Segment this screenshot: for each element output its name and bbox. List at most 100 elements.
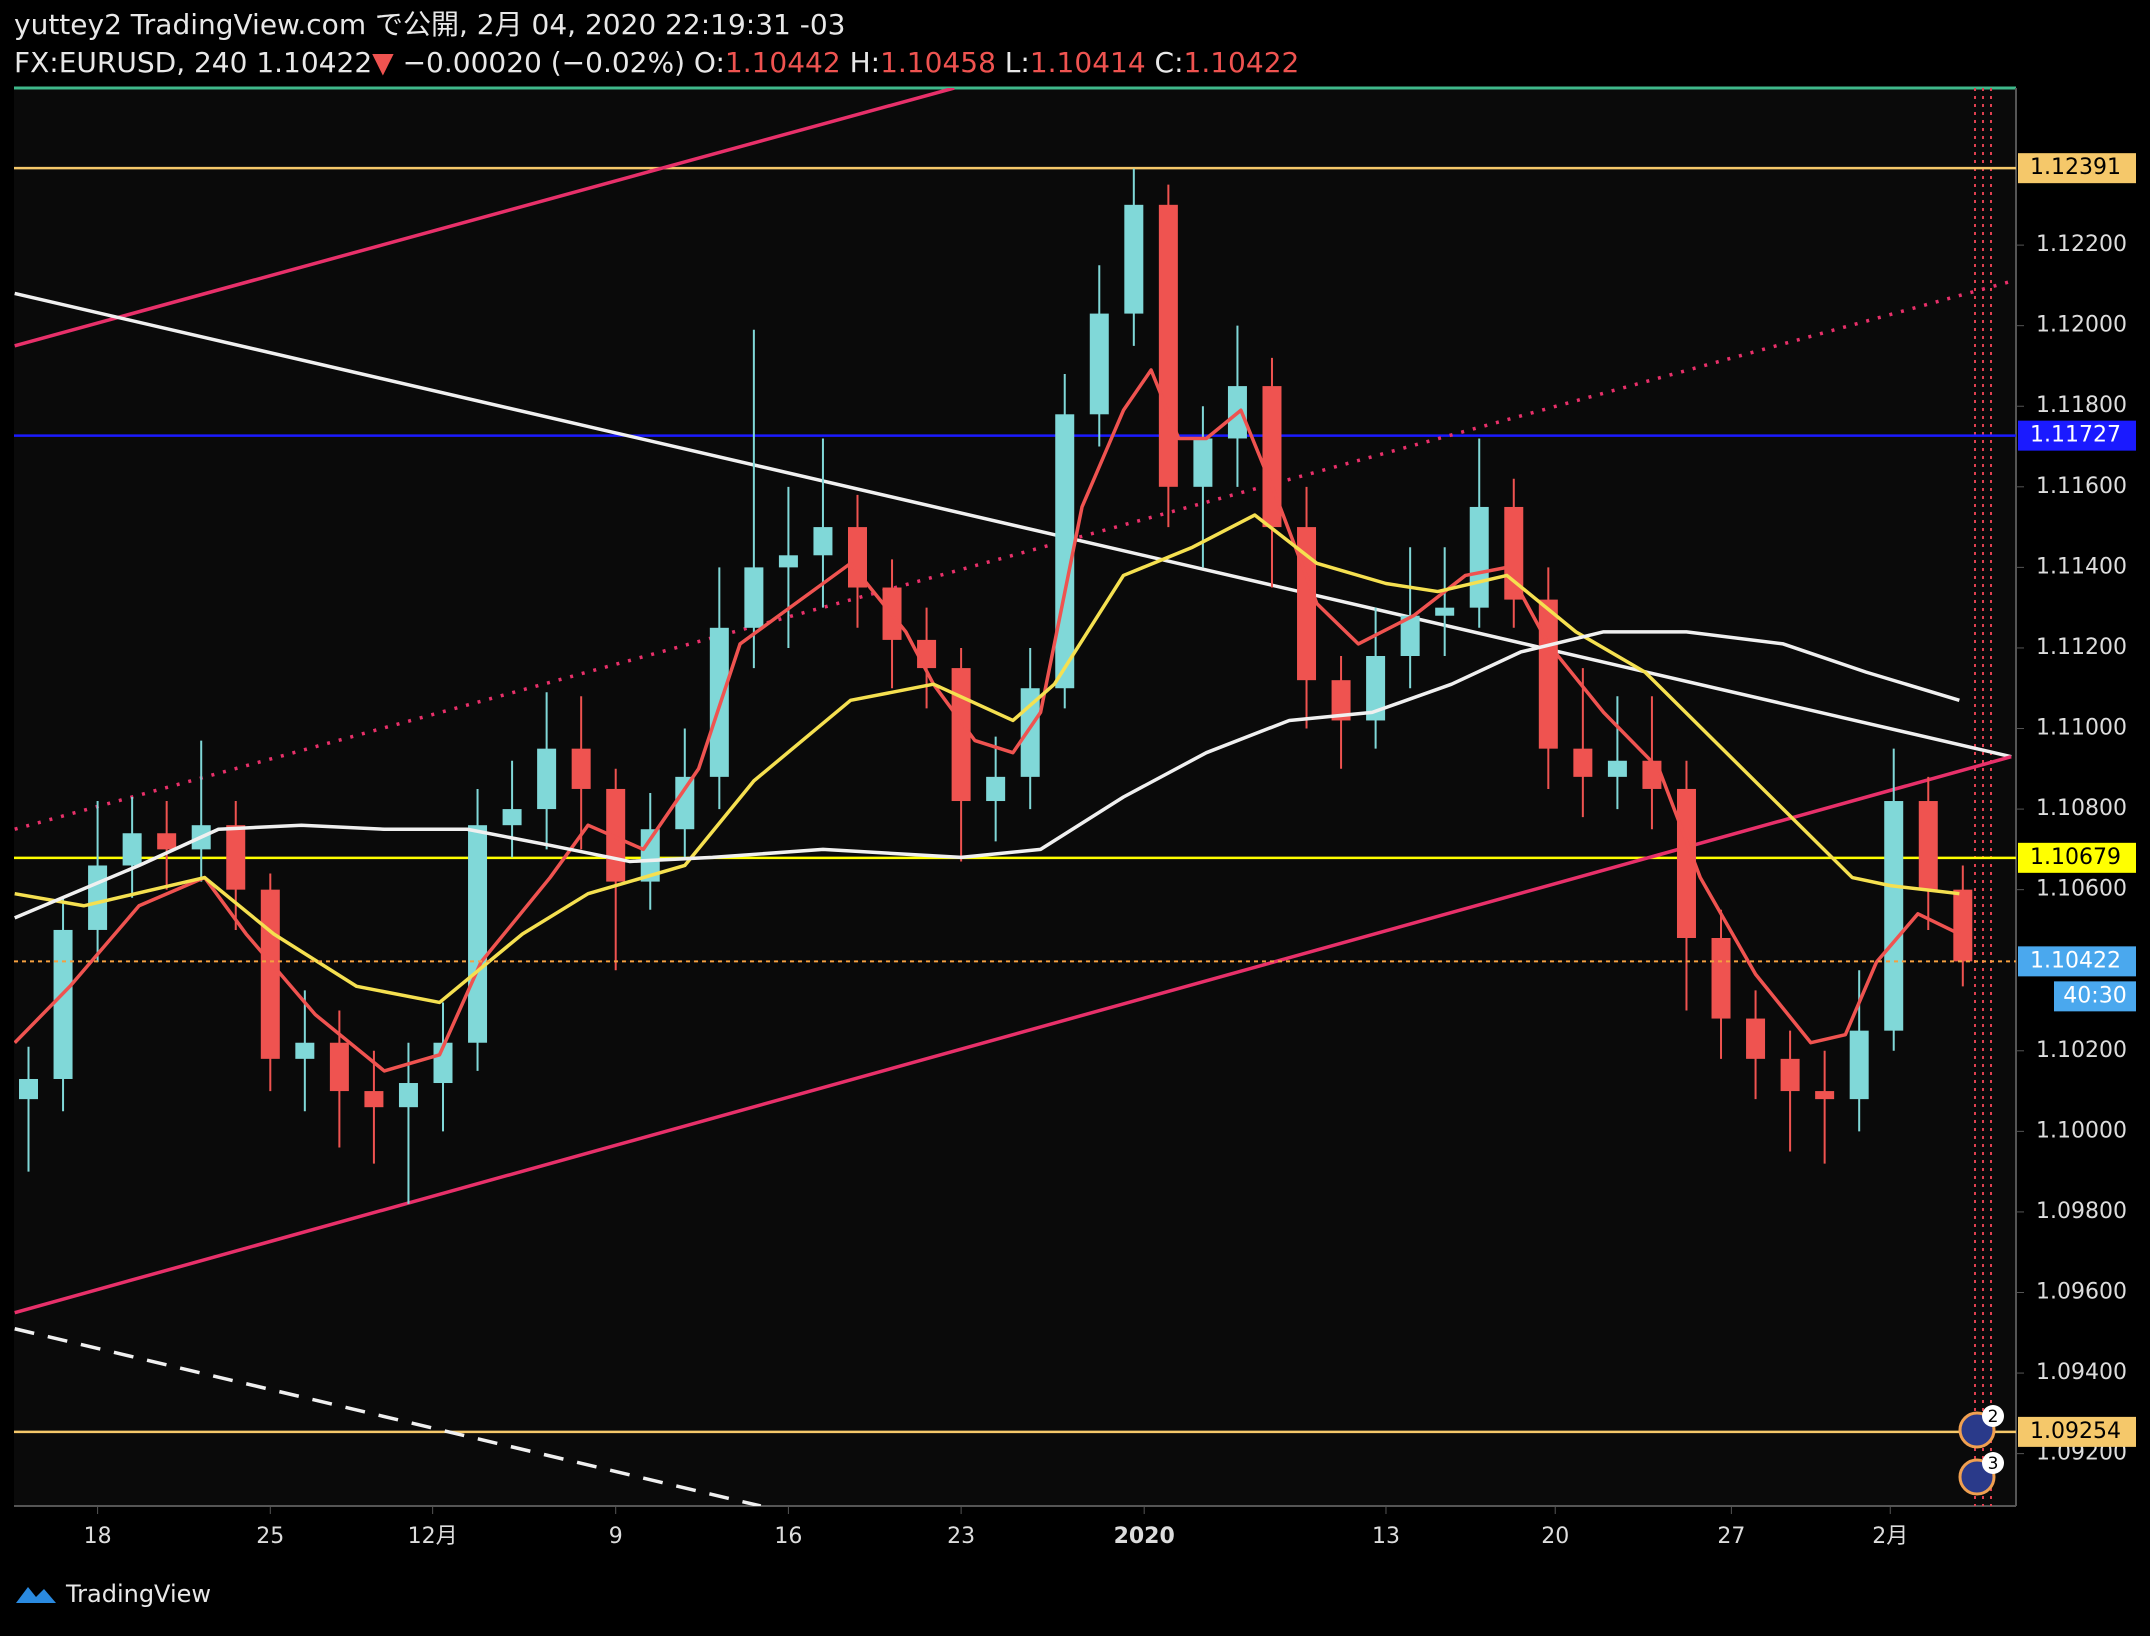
ohlc-c: C:: [1154, 46, 1184, 79]
ohlc-o: O:: [693, 46, 725, 79]
candle-body: [917, 639, 937, 669]
candle-body: [1331, 680, 1351, 721]
ohlc-c-value: 1.10422: [1183, 46, 1300, 79]
candle-body: [157, 833, 177, 850]
footer: TradingView: [14, 1580, 211, 1608]
y-tick-label: 1.11000: [2036, 716, 2127, 741]
candle-body: [778, 555, 798, 568]
candle-body: [1435, 607, 1455, 616]
x-tick-label: 20: [1541, 1524, 1569, 1549]
y-tick-label: 1.10800: [2036, 796, 2127, 821]
axes: 1.092001.094001.096001.098001.100001.102…: [84, 153, 2136, 1549]
candle-body: [1469, 506, 1489, 608]
trendline: [14, 1327, 762, 1506]
candle-body: [1849, 1030, 1869, 1100]
countdown: 40:30: [2063, 983, 2126, 1008]
moving-average: [14, 368, 1961, 1073]
logo-icon: [16, 1587, 56, 1603]
candle-body: [1918, 801, 1938, 890]
candle-body: [502, 809, 522, 826]
candle-body: [813, 527, 833, 556]
ohlc-o-value: 1.10442: [724, 46, 841, 79]
candle-body: [1607, 760, 1627, 777]
candle-body: [19, 1078, 39, 1100]
y-tick-label: 1.11800: [2036, 393, 2127, 418]
candle-body: [1124, 204, 1144, 314]
ohlc-l-value: 1.10414: [1029, 46, 1146, 79]
y-tick-label: 1.12000: [2036, 313, 2127, 338]
logo-text: TradingView: [66, 1580, 212, 1608]
arrow: ▼: [372, 46, 394, 79]
last-price-label: 1.10422: [2030, 948, 2121, 973]
price-level-label: 1.11727: [2030, 423, 2121, 448]
candle-body: [744, 567, 764, 628]
last: 1.10422: [256, 46, 373, 79]
candle-body: [1642, 760, 1662, 789]
candle-body: [398, 1083, 418, 1108]
last-price-box: [2018, 946, 2136, 977]
candle-body: [1573, 748, 1593, 777]
x-tick-label: 13: [1372, 1524, 1400, 1549]
event-badge: [1982, 1452, 2004, 1474]
event-count: 3: [1988, 1454, 1999, 1474]
y-tick-label: 1.11600: [2036, 474, 2127, 499]
candle-body: [1400, 615, 1420, 657]
y-tick-label: 1.10600: [2036, 877, 2127, 902]
ohlc-l: L:: [1004, 46, 1030, 79]
x-tick-label: 23: [947, 1524, 975, 1549]
price-level-label-box: [2018, 153, 2136, 184]
candle-body: [260, 889, 280, 1059]
candle-body: [951, 668, 971, 802]
event-count: 2: [1988, 1407, 1999, 1427]
price-level-label: 1.09254: [2030, 1419, 2121, 1444]
candle-body: [1815, 1091, 1835, 1100]
change: −0.00020 (−0.02%): [402, 46, 685, 79]
symbol: FX:EURUSD, 240: [14, 46, 248, 79]
price-level-label: 1.12391: [2030, 155, 2121, 180]
x-tick-label: 18: [84, 1524, 112, 1549]
y-tick-label: 1.10000: [2036, 1118, 2127, 1143]
trendline: [14, 88, 955, 348]
candle-body: [1366, 656, 1386, 721]
x-tick-label: 2月: [1872, 1524, 1908, 1549]
candle-body: [1158, 204, 1178, 487]
header: yuttey2 TradingView.com で公開, 2月 04, 2020…: [14, 6, 1299, 82]
candle-body: [88, 865, 108, 930]
x-tick-label: 25: [256, 1524, 284, 1549]
candle-body: [329, 1042, 349, 1092]
candle-body: [1089, 313, 1109, 415]
header-quote: FX:EURUSD, 240 1.10422▼ −0.00020 (−0.02%…: [14, 44, 1299, 82]
candle-body: [1193, 438, 1213, 487]
moving-average: [14, 630, 1960, 920]
header-title: yuttey2 TradingView.com で公開, 2月 04, 2020…: [14, 8, 846, 41]
candle-body: [1746, 1018, 1766, 1059]
candle-body: [295, 1042, 315, 1059]
price-level-label-box: [2018, 842, 2136, 873]
candle-body: [1538, 599, 1558, 749]
x-tick-label: 16: [774, 1524, 802, 1549]
ohlc-h-value: 1.10458: [880, 46, 996, 79]
candle-body: [1953, 889, 1973, 962]
x-tick-label: 2020: [1114, 1524, 1175, 1549]
candle-body: [468, 825, 488, 1043]
candle-body: [571, 748, 591, 789]
candle-body: [847, 527, 867, 588]
x-tick-label: 12月: [408, 1524, 458, 1549]
y-tick-label: 1.09800: [2036, 1199, 2127, 1224]
candle-body: [122, 833, 142, 866]
candle-body: [364, 1091, 384, 1108]
price-level-label: 1.10679: [2030, 845, 2121, 870]
moving-average: [14, 513, 1960, 1005]
event-badge: [1982, 1405, 2004, 1427]
y-tick-label: 1.11400: [2036, 554, 2127, 579]
price-level-label-box: [2018, 420, 2136, 451]
y-tick-label: 1.10200: [2036, 1038, 2127, 1063]
countdown-box: [2054, 981, 2136, 1012]
y-tick-label: 1.09400: [2036, 1360, 2127, 1385]
candle-body: [433, 1042, 453, 1084]
y-tick-label: 1.09600: [2036, 1279, 2127, 1304]
candle-body: [53, 929, 73, 1079]
candle-body: [1711, 937, 1731, 1019]
y-tick-label: 1.12200: [2036, 232, 2127, 257]
